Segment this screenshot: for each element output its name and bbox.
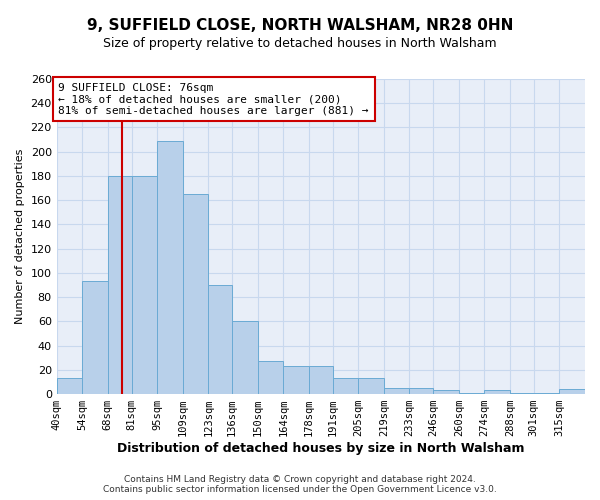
Bar — [56, 378, 82, 394]
Bar — [384, 388, 409, 394]
Bar — [232, 322, 258, 394]
X-axis label: Distribution of detached houses by size in North Walsham: Distribution of detached houses by size … — [117, 442, 524, 455]
Text: 9, SUFFIELD CLOSE, NORTH WALSHAM, NR28 0HN: 9, SUFFIELD CLOSE, NORTH WALSHAM, NR28 0… — [87, 18, 513, 32]
Bar — [82, 282, 108, 394]
Bar — [183, 194, 208, 394]
Text: Contains HM Land Registry data © Crown copyright and database right 2024.: Contains HM Land Registry data © Crown c… — [124, 475, 476, 484]
Bar — [208, 285, 232, 394]
Bar — [484, 390, 510, 394]
Bar — [258, 362, 283, 394]
Text: Size of property relative to detached houses in North Walsham: Size of property relative to detached ho… — [103, 38, 497, 51]
Bar — [534, 393, 559, 394]
Bar — [510, 393, 534, 394]
Y-axis label: Number of detached properties: Number of detached properties — [15, 149, 25, 324]
Bar — [433, 390, 459, 394]
Bar — [108, 176, 131, 394]
Bar — [157, 141, 183, 394]
Text: Contains public sector information licensed under the Open Government Licence v3: Contains public sector information licen… — [103, 484, 497, 494]
Bar — [358, 378, 384, 394]
Bar — [309, 366, 333, 394]
Bar — [459, 393, 484, 394]
Bar — [333, 378, 358, 394]
Text: 9 SUFFIELD CLOSE: 76sqm
← 18% of detached houses are smaller (200)
81% of semi-d: 9 SUFFIELD CLOSE: 76sqm ← 18% of detache… — [58, 82, 369, 116]
Bar — [409, 388, 433, 394]
Bar — [559, 389, 585, 394]
Bar — [283, 366, 309, 394]
Bar — [131, 176, 157, 394]
